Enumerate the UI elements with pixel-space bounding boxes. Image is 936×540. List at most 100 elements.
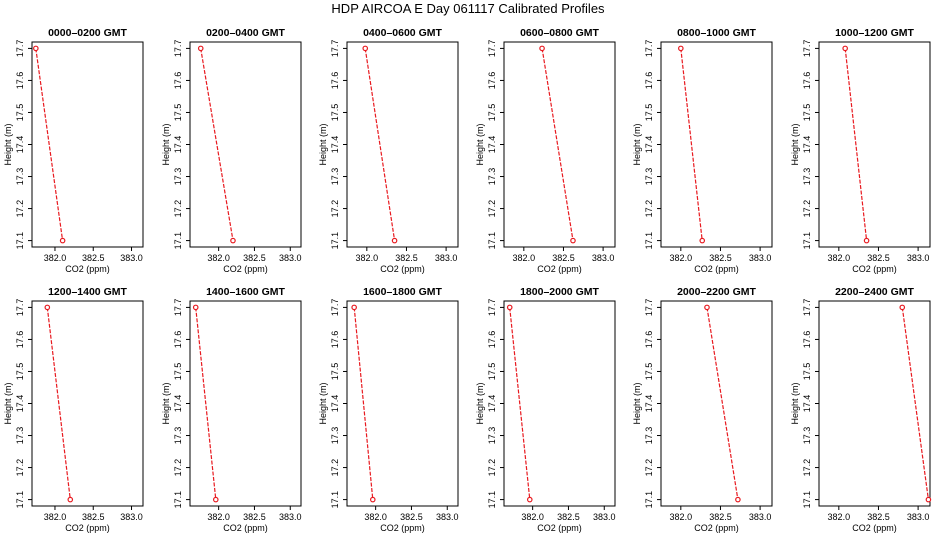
x-tick-label: 383.0 <box>907 253 930 263</box>
y-tick-label: 17.7 <box>802 40 812 58</box>
data-point <box>212 496 219 503</box>
y-tick-label: 17.5 <box>173 363 183 381</box>
y-tick-label: 17.4 <box>487 136 497 154</box>
panel-10: 2000–2200 GMT 382.0 382.5 383.0 17.1 17.2 17.3… <box>632 286 773 533</box>
y-tick-label: 17.2 <box>15 459 25 477</box>
panel-title: 0800–1000 GMT <box>677 27 756 39</box>
x-axis-label: CO2 (ppm) <box>223 523 268 533</box>
panel-title: 0600–0800 GMT <box>520 27 599 39</box>
panel-2: 0400–0600 GMT 382.0 382.5 383.0 17.1 17.2 17.3… <box>318 27 459 274</box>
y-tick-label: 17.4 <box>15 395 25 413</box>
y-axis-label: Height (m) <box>3 123 13 165</box>
x-tick-label: 383.0 <box>907 512 930 522</box>
plot-frame <box>660 300 773 507</box>
y-tick-label: 17.3 <box>330 427 340 445</box>
plot-frame <box>346 41 459 248</box>
series-line <box>901 307 929 500</box>
y-tick-label: 17.6 <box>173 331 183 349</box>
y-tick-label: 17.4 <box>173 395 183 413</box>
plot-frame <box>503 41 616 248</box>
y-tick-label: 17.7 <box>15 40 25 58</box>
x-tick-label: 382.5 <box>867 512 890 522</box>
data-point <box>704 304 710 311</box>
x-tick-label: 382.5 <box>243 253 266 263</box>
y-tick-label: 17.3 <box>487 427 497 445</box>
data-point <box>506 304 513 311</box>
y-tick-label: 17.7 <box>173 299 183 317</box>
x-tick-label: 382.0 <box>828 512 851 522</box>
y-tick-label: 17.7 <box>644 299 654 317</box>
y-axis-label: Height (m) <box>3 382 13 424</box>
y-tick-label: 17.1 <box>802 232 812 250</box>
x-axis-label: CO2 (ppm) <box>65 523 110 533</box>
x-tick-label: 382.0 <box>356 253 379 263</box>
y-tick-label: 17.3 <box>487 168 497 186</box>
y-tick-label: 17.6 <box>15 331 25 349</box>
data-point <box>842 45 848 52</box>
data-point <box>391 237 398 244</box>
data-point <box>230 237 236 244</box>
panel-7: 1400–1600 GMT 382.0 382.5 383.0 17.1 17.2 17.3… <box>161 286 302 533</box>
data-point <box>192 304 199 311</box>
y-axis-label: Height (m) <box>318 382 328 424</box>
x-axis-label: CO2 (ppm) <box>380 264 425 274</box>
y-tick-label: 17.1 <box>15 491 25 509</box>
y-tick-label: 17.6 <box>330 72 340 90</box>
y-tick-label: 17.6 <box>173 72 183 90</box>
plot-frame <box>189 41 302 248</box>
panel-0: 0000–0200 GMT 382.0 382.5 383.0 17.1 17.2 17.3… <box>3 27 144 274</box>
plot-frame <box>503 300 616 507</box>
data-point <box>899 304 906 311</box>
y-tick-label: 17.3 <box>644 168 654 186</box>
panel-6: 1200–1400 GMT 382.0 382.5 383.0 17.1 17.2 17.3… <box>3 286 144 533</box>
y-tick-label: 17.1 <box>173 232 183 250</box>
y-tick-label: 17.5 <box>644 363 654 381</box>
x-tick-label: 382.5 <box>867 253 890 263</box>
plot-frame <box>818 300 931 507</box>
series-line <box>364 48 396 241</box>
panel-5: 1000–1200 GMT 382.0 382.5 383.0 17.1 17.2 17.3… <box>790 27 931 274</box>
y-tick-label: 17.2 <box>487 459 497 477</box>
x-tick-label: 383.0 <box>593 512 616 522</box>
y-tick-label: 17.1 <box>644 232 654 250</box>
x-axis-label: CO2 (ppm) <box>694 523 739 533</box>
y-tick-label: 17.4 <box>15 136 25 154</box>
x-tick-label: 382.0 <box>44 512 67 522</box>
x-tick-label: 383.0 <box>120 253 143 263</box>
y-tick-label: 17.4 <box>644 136 654 154</box>
data-point <box>44 304 51 311</box>
panel-title: 0400–0600 GMT <box>363 27 442 39</box>
panel-9: 1800–2000 GMT 382.0 382.5 383.0 17.1 17.2 17.3… <box>475 286 616 533</box>
data-point <box>351 304 357 311</box>
panel-11: 2200–2400 GMT 382.0 382.5 383.0 17.1 17.2 17.3… <box>790 286 932 533</box>
data-point <box>678 45 684 52</box>
y-tick-label: 17.3 <box>15 168 25 186</box>
data-point <box>570 237 576 244</box>
y-tick-label: 17.1 <box>330 491 340 509</box>
y-tick-label: 17.7 <box>644 40 654 58</box>
x-tick-label: 382.5 <box>243 512 266 522</box>
y-tick-label: 17.4 <box>330 136 340 154</box>
y-tick-label: 17.2 <box>15 200 25 218</box>
x-tick-label: 382.0 <box>207 512 230 522</box>
y-tick-label: 17.4 <box>802 136 812 154</box>
y-tick-label: 17.4 <box>173 136 183 154</box>
y-tick-label: 17.7 <box>487 299 497 317</box>
x-axis-label: CO2 (ppm) <box>65 264 110 274</box>
y-axis-label: Height (m) <box>790 382 800 424</box>
x-tick-label: 382.5 <box>395 253 418 263</box>
data-point <box>197 45 204 52</box>
y-tick-label: 17.4 <box>802 395 812 413</box>
data-point <box>59 237 66 244</box>
series-line <box>844 48 868 241</box>
x-tick-label: 382.0 <box>670 253 693 263</box>
data-point <box>67 496 74 503</box>
x-tick-label: 382.0 <box>513 253 536 263</box>
data-point <box>362 45 369 52</box>
panel-title: 0200–0400 GMT <box>206 27 285 39</box>
plot-frame <box>818 41 931 248</box>
data-point <box>699 237 706 244</box>
y-tick-label: 17.6 <box>802 331 812 349</box>
y-axis-label: Height (m) <box>632 382 642 424</box>
